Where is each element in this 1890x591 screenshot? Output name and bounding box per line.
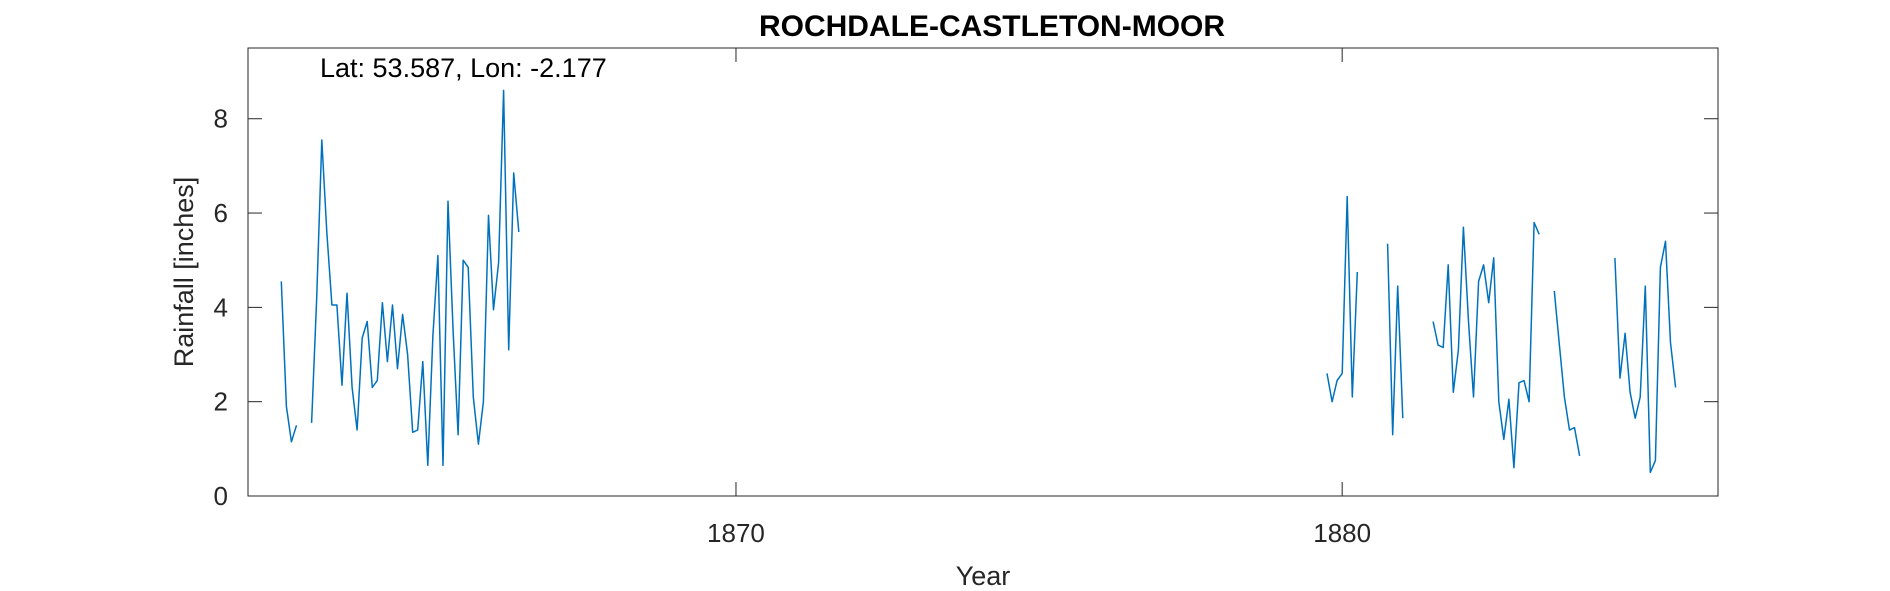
x-axis-ticks: 1870 1880	[707, 48, 1371, 548]
y-tick-label: 6	[214, 198, 228, 228]
y-axis-ticks: 0 2 4 6 8	[214, 104, 1718, 511]
y-tick-label: 2	[214, 387, 228, 417]
rainfall-line-segment	[1386, 243, 1404, 436]
rainfall-line-segment	[1432, 221, 1540, 469]
rainfall-line-segment	[1326, 195, 1359, 403]
x-tick-label: 1880	[1313, 518, 1371, 548]
x-axis-label: Year	[956, 561, 1011, 591]
rainfall-line-segment	[1614, 240, 1677, 474]
plot-frame	[247, 47, 1719, 497]
rainfall-series	[280, 89, 1677, 474]
y-tick-label: 0	[214, 481, 228, 511]
rainfall-line-segment	[280, 281, 298, 443]
y-axis-label: Rainfall [inches]	[169, 177, 199, 368]
chart-title: ROCHDALE-CASTLETON-MOOR	[759, 10, 1225, 43]
rainfall-line-segment	[1553, 290, 1581, 457]
rainfall-line-segment	[310, 89, 520, 467]
y-tick-label: 4	[214, 292, 228, 322]
y-tick-label: 8	[214, 104, 228, 134]
x-tick-label: 1870	[707, 518, 765, 548]
station-location-annotation: Lat: 53.587, Lon: -2.177	[320, 53, 607, 83]
